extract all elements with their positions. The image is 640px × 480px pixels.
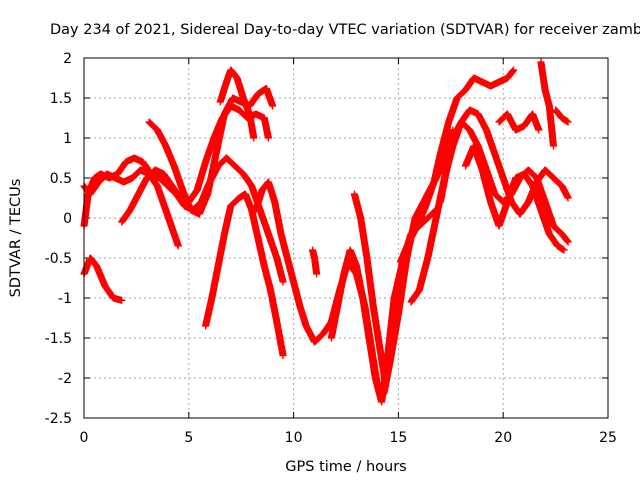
data-marks (80, 58, 572, 406)
plus-marker-trace (537, 58, 558, 150)
x-tick-label: 0 (80, 430, 89, 446)
y-tick-label: 1 (63, 131, 72, 147)
plus-marker-trace (309, 246, 321, 278)
series-track-11 (397, 66, 518, 266)
series-track-14 (462, 142, 568, 254)
y-tick-label: -2.5 (45, 411, 72, 427)
y-tick-label: -1 (58, 291, 72, 307)
grid (84, 58, 608, 418)
y-tick-label: 1.5 (50, 91, 72, 107)
series-track-18 (309, 246, 321, 278)
plus-marker-trace (495, 110, 543, 134)
series-track-7 (216, 66, 258, 142)
plus-marker-trace (202, 190, 287, 360)
plus-marker-trace (552, 106, 572, 126)
series-track-5 (145, 84, 277, 218)
series-track-16 (537, 58, 558, 150)
series-track-10 (350, 190, 390, 390)
y-tick-label: -2 (58, 371, 72, 387)
x-tick-label: 10 (285, 430, 303, 446)
series-track-17 (552, 106, 572, 126)
y-tick-label: 2 (63, 51, 72, 67)
x-axis-label: GPS time / hours (285, 459, 406, 475)
plus-marker-trace (145, 84, 277, 218)
plus-marker-trace (80, 254, 126, 304)
y-tick-label: -1.5 (45, 331, 72, 347)
y-tick-label: 0 (63, 211, 72, 227)
plus-marker-trace (397, 66, 518, 266)
axis-ticks: 0 5 10 15 20 25 -2.5 -2 -1.5 -1 -0.5 0 0.5 1 1.5 2 (45, 51, 617, 446)
y-tick-label: 0.5 (50, 171, 72, 187)
y-axis-label: SDTVAR / TECUs (8, 179, 24, 298)
x-tick-label: 5 (184, 430, 193, 446)
x-tick-label: 20 (494, 430, 512, 446)
plus-marker-trace (462, 142, 568, 254)
plot-frame (83, 57, 609, 419)
y-tick-label: -0.5 (45, 251, 72, 267)
series-track-1 (80, 254, 126, 304)
x-tick-label: 25 (599, 430, 617, 446)
plus-marker-trace (216, 66, 258, 142)
series-track-6 (202, 190, 287, 360)
plus-marker-trace (350, 190, 390, 390)
series-track-15 (495, 110, 543, 134)
x-tick-label: 15 (389, 430, 407, 446)
chart-title: Day 234 of 2021, Sidereal Day-to-day VTE… (50, 22, 640, 38)
